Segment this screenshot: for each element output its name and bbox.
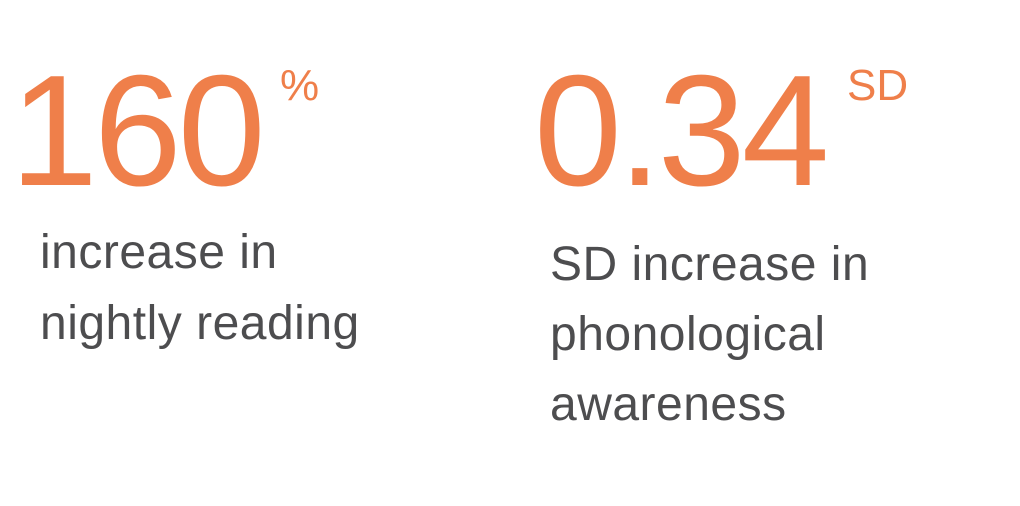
stat-description-line: nightly reading [40,297,360,350]
stat-description: SD increase in phonological awareness [550,230,869,440]
stat-description-line: phonological [550,308,826,361]
stat-unit: SD [847,61,909,110]
stat-phonological-awareness: 0.34 SD SD increase in phonological awar… [520,0,1020,506]
stat-description-line: increase in [40,226,278,279]
stat-nightly-reading: 160 % increase in nightly reading [0,0,500,506]
stat-value: 0.34 [534,43,830,219]
stat-description-line: SD increase in [550,238,870,291]
stat-description-line: awareness [550,378,787,431]
stat-value: 160 [10,43,266,219]
stat-unit: % [280,61,320,110]
stat-description: increase in nightly reading [40,217,360,359]
